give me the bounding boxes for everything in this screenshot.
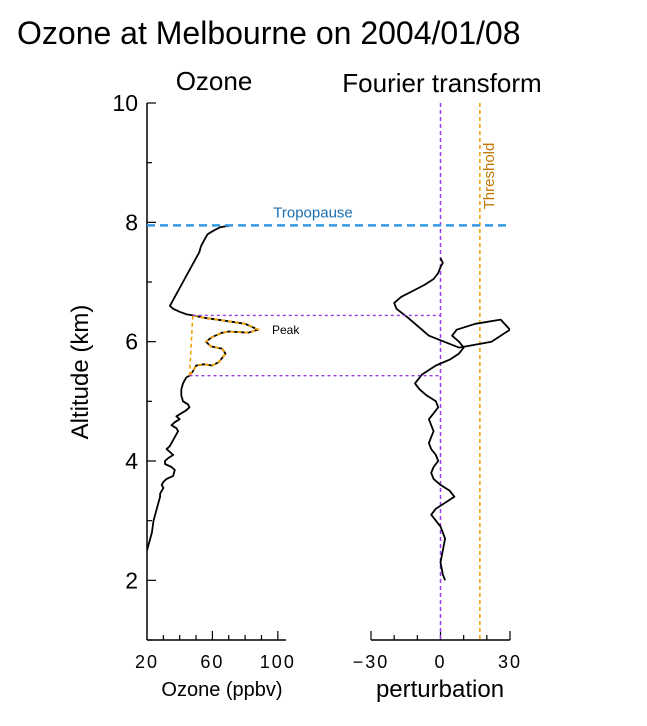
y-tick-label: 6 xyxy=(125,329,138,355)
fourier-panel-title: Fourier transform xyxy=(342,68,541,98)
peak-baseline xyxy=(188,315,194,376)
peak-label: Peak xyxy=(272,323,300,337)
ozone-x-axis-label: Ozone (ppbv) xyxy=(161,679,282,701)
x-tick-label: 60 xyxy=(200,652,224,672)
tropopause-label: Tropopause xyxy=(273,204,353,221)
ozone-panel-title: Ozone xyxy=(176,66,253,96)
y-tick-label: 8 xyxy=(125,209,138,235)
ozone-y-ticks: 2 4 6 8 10 xyxy=(112,90,156,641)
ozone-panel: Ozone 2 4 6 8 10 20 60 100 Altitude (km) Ozone… xyxy=(67,66,296,701)
y-tick-label: 4 xyxy=(125,448,138,474)
x-tick-label: 20 xyxy=(135,652,159,672)
y-tick-label: 10 xyxy=(112,90,138,116)
fourier-x-ticks: −30 0 30 xyxy=(353,631,522,672)
fourier-curve-line xyxy=(393,257,510,581)
x-tick-label: −30 xyxy=(353,652,390,672)
peak-fit-line xyxy=(188,314,261,377)
y-tick-label: 2 xyxy=(125,567,138,593)
x-tick-label: 0 xyxy=(434,652,446,672)
fourier-panel: Fourier transform −30 0 30 perturbation xyxy=(342,68,541,703)
x-tick-label: 100 xyxy=(260,652,296,672)
ozone-profile-line xyxy=(147,224,260,551)
x-tick-label: 30 xyxy=(498,652,522,672)
threshold-label: Threshold xyxy=(481,143,498,210)
figure-title: Ozone at Melbourne on 2004/01/08 xyxy=(17,15,520,51)
annotation-layer: Tropopause Peak Threshold xyxy=(147,143,510,377)
fourier-x-axis-label: perturbation xyxy=(376,676,504,703)
ozone-x-ticks: 20 60 100 xyxy=(135,631,296,672)
ozone-plot-area xyxy=(147,224,261,551)
fourier-plot-area xyxy=(393,103,510,640)
ozone-y-axis-label: Altitude (km) xyxy=(67,305,94,440)
